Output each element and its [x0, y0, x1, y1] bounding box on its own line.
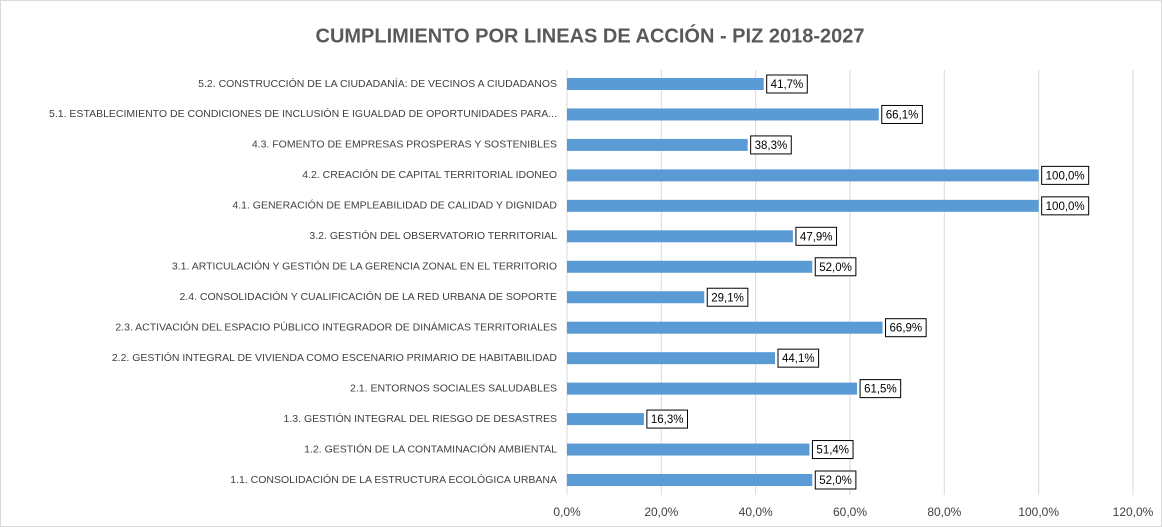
x-tick-label: 0,0%: [553, 505, 581, 519]
value-label-box: [795, 226, 838, 246]
bar: [567, 291, 705, 304]
y-tick-label: 1.2. GESTIÓN DE LA CONTAMINACIÓN AMBIENT…: [304, 442, 557, 455]
y-tick-label: 2.2. GESTIÓN INTEGRAL DE VIVIENDA COMO E…: [112, 351, 558, 364]
bar: [567, 230, 793, 243]
bar: [567, 138, 748, 151]
y-tick-label: 1.3. GESTIÓN INTEGRAL DEL RIESGO DE DESA…: [284, 412, 557, 425]
bar: [567, 352, 776, 365]
value-label-box: [1041, 196, 1090, 216]
x-tick-label: 80,0%: [927, 505, 961, 519]
value-label: 66,1%: [886, 109, 919, 121]
value-label-box: [811, 440, 854, 460]
value-label: 16,3%: [651, 414, 684, 426]
value-label: 47,9%: [800, 231, 833, 243]
value-label-box: [885, 318, 927, 338]
x-tick-label: 40,0%: [739, 505, 773, 519]
bar: [567, 413, 644, 426]
bar: [567, 474, 813, 486]
value-label-box: [706, 287, 749, 307]
y-tick-label: 2.3. ACTIVACIÓN DEL ESPACIO PÚBLICO INTE…: [115, 320, 557, 333]
y-tick-label: 4.2. CREACIÓN DE CAPITAL TERRITORIAL IDO…: [302, 168, 557, 181]
bar: [567, 199, 1039, 212]
value-label: 29,1%: [711, 292, 744, 304]
value-label: 100,0%: [1046, 170, 1085, 182]
bar: [567, 78, 764, 90]
bar: [567, 169, 1039, 182]
value-label-box: [750, 135, 792, 155]
value-label-box: [859, 379, 902, 399]
x-tick-label: 60,0%: [833, 505, 867, 519]
chart-title: CUMPLIMIENTO POR LINEAS DE ACCIÓN - PIZ …: [316, 23, 865, 47]
value-label: 100,0%: [1046, 201, 1085, 213]
value-label: 61,5%: [864, 384, 897, 396]
value-label: 41,7%: [771, 79, 804, 91]
value-label: 38,3%: [755, 140, 788, 152]
x-tick-label: 100,0%: [1018, 505, 1059, 519]
bar: [567, 382, 858, 395]
value-label: 44,1%: [782, 353, 815, 365]
value-label-box: [766, 74, 808, 94]
value-label-box: [777, 348, 820, 368]
bar: [567, 260, 813, 273]
value-label: 52,0%: [819, 475, 852, 487]
value-label: 66,9%: [890, 323, 923, 335]
y-tick-label: 5.1. ESTABLECIMIENTO DE CONDICIONES DE I…: [49, 107, 557, 120]
y-tick-label: 4.1. GENERACIÓN DE EMPLEABILIDAD DE CALI…: [232, 199, 557, 212]
value-label-box: [814, 257, 857, 277]
value-label-box: [646, 409, 688, 429]
value-label-box: [881, 104, 923, 124]
y-tick-label: 2.4. CONSOLIDACIÓN Y CUALIFICACIÓN DE LA…: [179, 290, 557, 303]
y-tick-label: 3.1. ARTICULACIÓN Y GESTIÓN DE LA GERENC…: [172, 260, 557, 273]
x-tick-label: 120,0%: [1113, 505, 1154, 519]
x-tick-label: 20,0%: [644, 505, 678, 519]
bar: [567, 108, 879, 121]
y-tick-label: 1.1. CONSOLIDACIÓN DE LA ESTRUCTURA ECOL…: [230, 473, 557, 486]
y-tick-label: 2.1. ENTORNOS SOCIALES SALUDABLES: [350, 382, 557, 394]
y-tick-label: 4.3. FOMENTO DE EMPRESAS PROSPERAS Y SOS…: [252, 139, 557, 151]
value-label: 52,0%: [819, 262, 852, 274]
value-label: 51,4%: [816, 445, 849, 457]
bar: [567, 321, 883, 334]
bar: [567, 443, 810, 456]
value-label-box: [814, 470, 857, 490]
value-label-box: [1041, 165, 1090, 185]
y-tick-label: 5.2. CONSTRUCCIÓN DE LA CIUDADANÍA: DE V…: [198, 77, 557, 90]
y-tick-label: 3.2. GESTIÓN DEL OBSERVATORIO TERRITORIA…: [309, 229, 557, 242]
